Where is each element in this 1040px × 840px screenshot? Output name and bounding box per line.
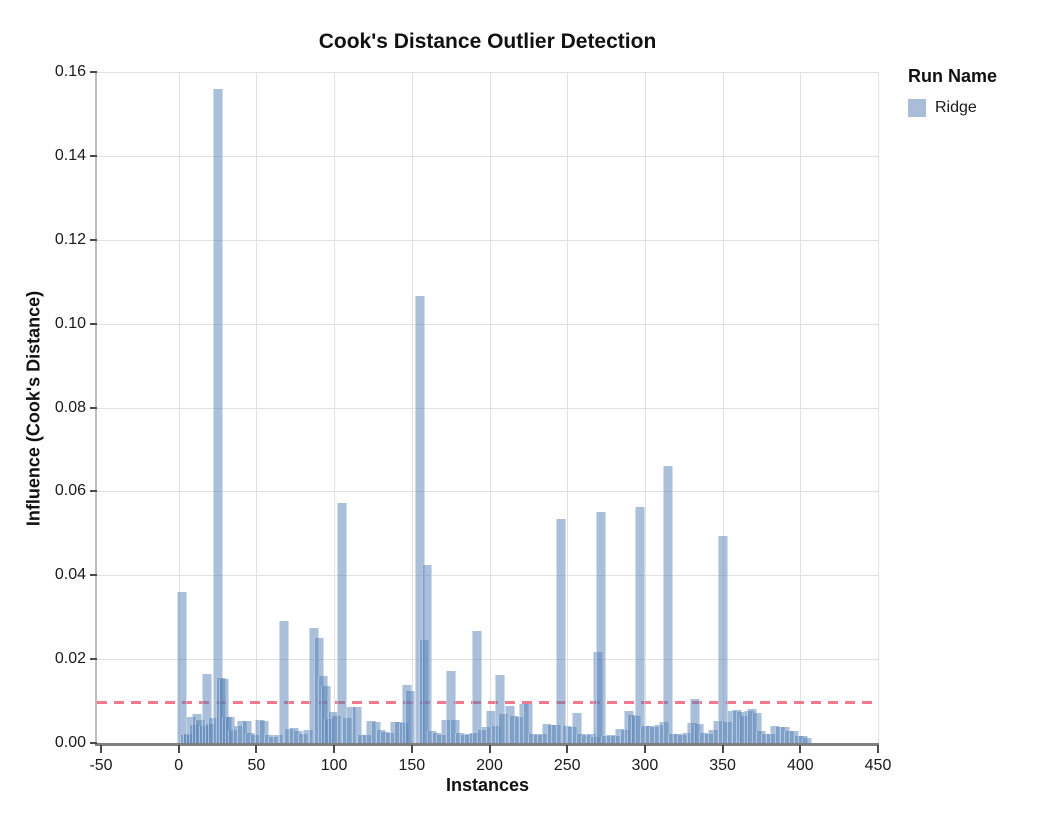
x-tick-label: -50: [89, 757, 113, 774]
x-tick: [877, 745, 879, 753]
bar: [751, 713, 762, 743]
y-gridline: [97, 72, 878, 73]
y-tick-label: 0.06: [54, 482, 86, 500]
bar: [201, 673, 212, 743]
bar: [689, 698, 700, 743]
x-gridline: [800, 72, 802, 743]
y-tick: [90, 490, 97, 493]
y-tick: [90, 154, 97, 157]
y-gridline: [97, 575, 878, 577]
y-tick-label: 0.16: [54, 63, 86, 80]
x-gridline: [178, 72, 180, 743]
bar: [555, 519, 566, 743]
threshold-line: [97, 701, 878, 704]
x-tick-label: 50: [247, 757, 266, 774]
x-gridline: [411, 72, 413, 743]
bar: [801, 737, 812, 743]
bar: [259, 721, 270, 743]
y-tick-label: 0.14: [54, 146, 86, 164]
y-gridline: [97, 407, 878, 409]
y-tick-label: 0.00: [54, 734, 86, 751]
bar: [571, 712, 582, 743]
bar: [717, 535, 728, 743]
x-tick: [721, 745, 724, 753]
x-tick: [799, 745, 802, 753]
x-tick: [566, 745, 569, 753]
bar: [445, 671, 456, 743]
x-tick-label: 300: [631, 757, 659, 774]
plot-area: [97, 72, 879, 743]
y-tick: [90, 406, 97, 409]
x-gridline: [644, 72, 646, 743]
y-gridline: [97, 659, 878, 661]
x-tick: [255, 745, 258, 753]
bar: [596, 511, 607, 743]
bar: [176, 592, 187, 743]
x-gridline: [878, 72, 879, 743]
y-tick: [90, 238, 97, 241]
y-tick: [90, 71, 97, 73]
x-tick: [100, 745, 102, 753]
bar: [212, 88, 223, 743]
bar: [218, 679, 229, 743]
bar: [414, 296, 425, 743]
x-tick-label: 0: [174, 757, 184, 774]
bar: [663, 466, 674, 743]
x-tick-label: 350: [709, 757, 736, 774]
x-tick: [488, 745, 491, 753]
x-gridline: [489, 72, 491, 743]
x-gridline: [334, 72, 336, 743]
bar: [336, 503, 347, 743]
bar: [352, 706, 363, 743]
x-tick: [410, 745, 413, 753]
x-tick-label: 400: [786, 757, 814, 774]
x-gridline: [567, 72, 569, 743]
legend-title: Run Name: [908, 66, 998, 86]
legend-swatch-ridge: [908, 99, 926, 117]
x-tick: [177, 745, 180, 753]
y-gridline: [97, 239, 878, 241]
legend: Run Name Ridge: [908, 66, 997, 117]
y-tick-label: 0.04: [54, 566, 86, 584]
y-gridline: [97, 323, 878, 325]
x-gridline: [722, 72, 724, 743]
bar: [422, 564, 433, 743]
bar: [523, 704, 534, 743]
x-tick-label: 450: [864, 757, 892, 774]
y-tick: [90, 574, 97, 577]
y-tick-label: 0.12: [54, 230, 86, 248]
y-tick-label: 0.08: [54, 398, 86, 416]
x-tick: [643, 745, 646, 753]
x-tick-label: 100: [320, 757, 348, 774]
y-tick-label: 0.02: [54, 650, 86, 668]
y-tick: [90, 742, 97, 744]
x-tick-label: 250: [553, 757, 581, 774]
y-gridline: [97, 155, 878, 157]
y-tick-label: 0.10: [54, 314, 86, 332]
chart-title: Cook's Distance Outlier Detection: [318, 30, 657, 53]
bar: [279, 621, 290, 743]
x-tick: [333, 745, 336, 753]
bar: [450, 719, 461, 743]
y-tick: [90, 658, 97, 661]
x-axis-title: Instances: [445, 775, 530, 795]
x-tick-label: 200: [476, 757, 503, 774]
x-tick-label: 150: [398, 757, 426, 774]
bar: [635, 507, 646, 743]
legend-item-ridge: Ridge: [908, 99, 997, 117]
x-axis-spine: [95, 743, 879, 746]
bar: [472, 631, 483, 743]
legend-label-ridge: Ridge: [935, 99, 977, 116]
bar: [242, 720, 253, 743]
y-tick: [90, 322, 97, 325]
x-gridline: [256, 72, 258, 743]
y-gridline: [97, 491, 878, 493]
